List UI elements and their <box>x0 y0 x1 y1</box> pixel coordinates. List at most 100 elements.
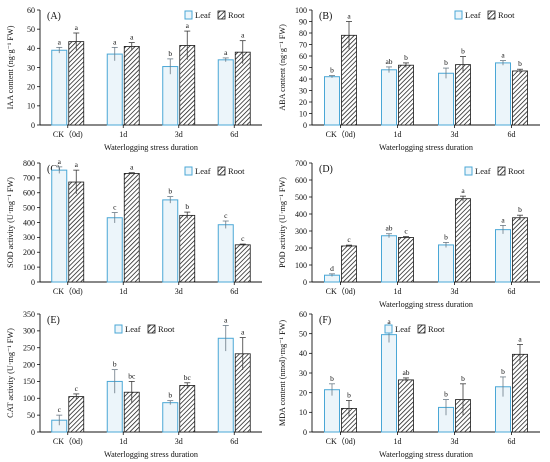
root-bar <box>123 46 140 126</box>
leaf-bar <box>324 76 340 126</box>
y-tick-label: 70 <box>299 40 307 49</box>
y-tick-label: 300 <box>295 227 307 236</box>
significance-letter: b <box>518 205 522 214</box>
leaf-bar <box>217 337 234 433</box>
leaf-bar <box>438 244 454 283</box>
x-tick-label: 1d <box>119 130 127 139</box>
legend: Leaf Root <box>184 166 245 176</box>
significance-letter: b <box>444 232 448 241</box>
y-tick-label: 200 <box>23 248 35 257</box>
legend-label-root: Root <box>498 10 515 20</box>
y-tick-label: 0 <box>31 121 35 130</box>
root-bar <box>179 385 196 433</box>
x-tick-label: 3d <box>451 437 459 446</box>
significance-letter: d <box>330 264 334 273</box>
x-tick-label: 6d <box>230 437 238 446</box>
y-tick-label: 600 <box>23 189 35 198</box>
significance-letter: a <box>347 12 351 21</box>
significance-letter: b <box>444 58 448 67</box>
legend-swatch-root <box>487 10 496 20</box>
y-tick-label: 10 <box>27 102 35 111</box>
root-bar <box>512 353 528 433</box>
significance-letter: b <box>461 47 465 56</box>
legend-label-root: Root <box>228 166 245 176</box>
root-bar <box>341 245 357 283</box>
legend-label-leaf: Leaf <box>125 324 141 334</box>
y-tick-label: 30 <box>299 86 307 95</box>
chart-panel: (D) 0 100 200 300 400 500 600 700 POD activity (U… <box>278 159 540 309</box>
x-tick-label: 3d <box>175 287 183 296</box>
y-tick-label: 300 <box>23 233 35 242</box>
x-tick-label: 6d <box>508 130 516 139</box>
significance-letter: a <box>241 31 245 40</box>
y-tick-label: 200 <box>295 244 307 253</box>
legend-label-root: Root <box>428 324 445 334</box>
significance-letter: b <box>501 367 505 376</box>
y-tick-label: 250 <box>23 344 35 353</box>
x-tick-label: 3d <box>451 130 459 139</box>
x-tick-label: CK（0d) <box>326 130 356 139</box>
significance-letter: ab <box>385 224 392 233</box>
leaf-bar <box>51 169 68 283</box>
y-axis-title: ABA content (ng·g⁻¹ FW) <box>278 24 287 111</box>
leaf-bar <box>381 69 397 126</box>
legend-swatch-root <box>147 324 156 334</box>
y-axis-title: POD activity (U·mg⁻¹ FW) <box>278 177 287 268</box>
legend: Leaf Root <box>114 324 175 334</box>
y-axis-title: SOD activity (U·mg⁻¹ FW) <box>6 177 15 268</box>
significance-letter: a <box>224 315 228 324</box>
x-axis-title: Waterlogging stress duration <box>104 143 198 152</box>
y-tick-label: 80 <box>299 29 307 38</box>
panel-label: (B) <box>319 11 332 22</box>
root-bar <box>123 173 140 283</box>
y-tick-label: 700 <box>295 159 307 168</box>
root-bar <box>68 41 85 126</box>
root-bar <box>179 214 196 283</box>
y-tick-label: 20 <box>299 98 307 107</box>
legend-label-leaf: Leaf <box>395 324 411 334</box>
x-tick-label: 1d <box>119 287 127 296</box>
legend-label-root: Root <box>158 324 175 334</box>
significance-letter: a <box>113 37 117 46</box>
y-tick-label: 600 <box>295 176 307 185</box>
x-tick-label: 1d <box>394 287 402 296</box>
legend-swatch-root <box>217 10 226 20</box>
x-tick-label: 6d <box>508 287 516 296</box>
panel-label: (C) <box>47 164 60 175</box>
y-tick-label: 0 <box>303 428 307 437</box>
y-tick-label: 40 <box>299 349 307 358</box>
significance-letter: b <box>347 391 351 400</box>
significance-letter: a <box>130 33 134 42</box>
root-bar <box>512 217 528 283</box>
significance-letter: a <box>75 23 79 32</box>
x-axis-title: Waterlogging stress duration <box>104 450 198 459</box>
legend-label-leaf: Leaf <box>195 166 211 176</box>
significance-letter: c <box>58 405 62 414</box>
chart-panel: (E) 0 50 100 150 200 250 300 350 CAT activity (U·… <box>6 310 262 459</box>
legend-label-leaf: Leaf <box>465 10 481 20</box>
y-tick-label: 50 <box>27 25 35 34</box>
leaf-bar <box>495 62 511 126</box>
legend-label-root: Root <box>228 10 245 20</box>
legend-label-root: Root <box>508 166 525 176</box>
leaf-bar <box>381 334 397 433</box>
significance-letter: c <box>347 235 351 244</box>
y-tick-label: 60 <box>27 6 35 15</box>
y-tick-label: 60 <box>299 310 307 319</box>
legend-swatch-leaf <box>184 166 193 176</box>
chart-panel: (A) 0 10 20 30 40 50 60 IAA content (ng·g⁻¹ FW) C… <box>6 6 262 152</box>
significance-letter: b <box>168 187 172 196</box>
significance-letter: ab <box>385 57 392 66</box>
y-tick-label: 40 <box>299 75 307 84</box>
significance-letter: b <box>461 374 465 383</box>
leaf-bar <box>162 199 179 283</box>
x-tick-label: 6d <box>230 287 238 296</box>
y-tick-label: 500 <box>295 193 307 202</box>
legend-swatch-root <box>417 324 426 334</box>
x-tick-label: CK（0d) <box>53 437 83 446</box>
y-tick-label: 150 <box>23 377 35 386</box>
y-tick-label: 0 <box>303 121 307 130</box>
y-tick-label: 20 <box>299 388 307 397</box>
leaf-bar <box>106 217 123 283</box>
significance-letter: ab <box>402 368 409 377</box>
